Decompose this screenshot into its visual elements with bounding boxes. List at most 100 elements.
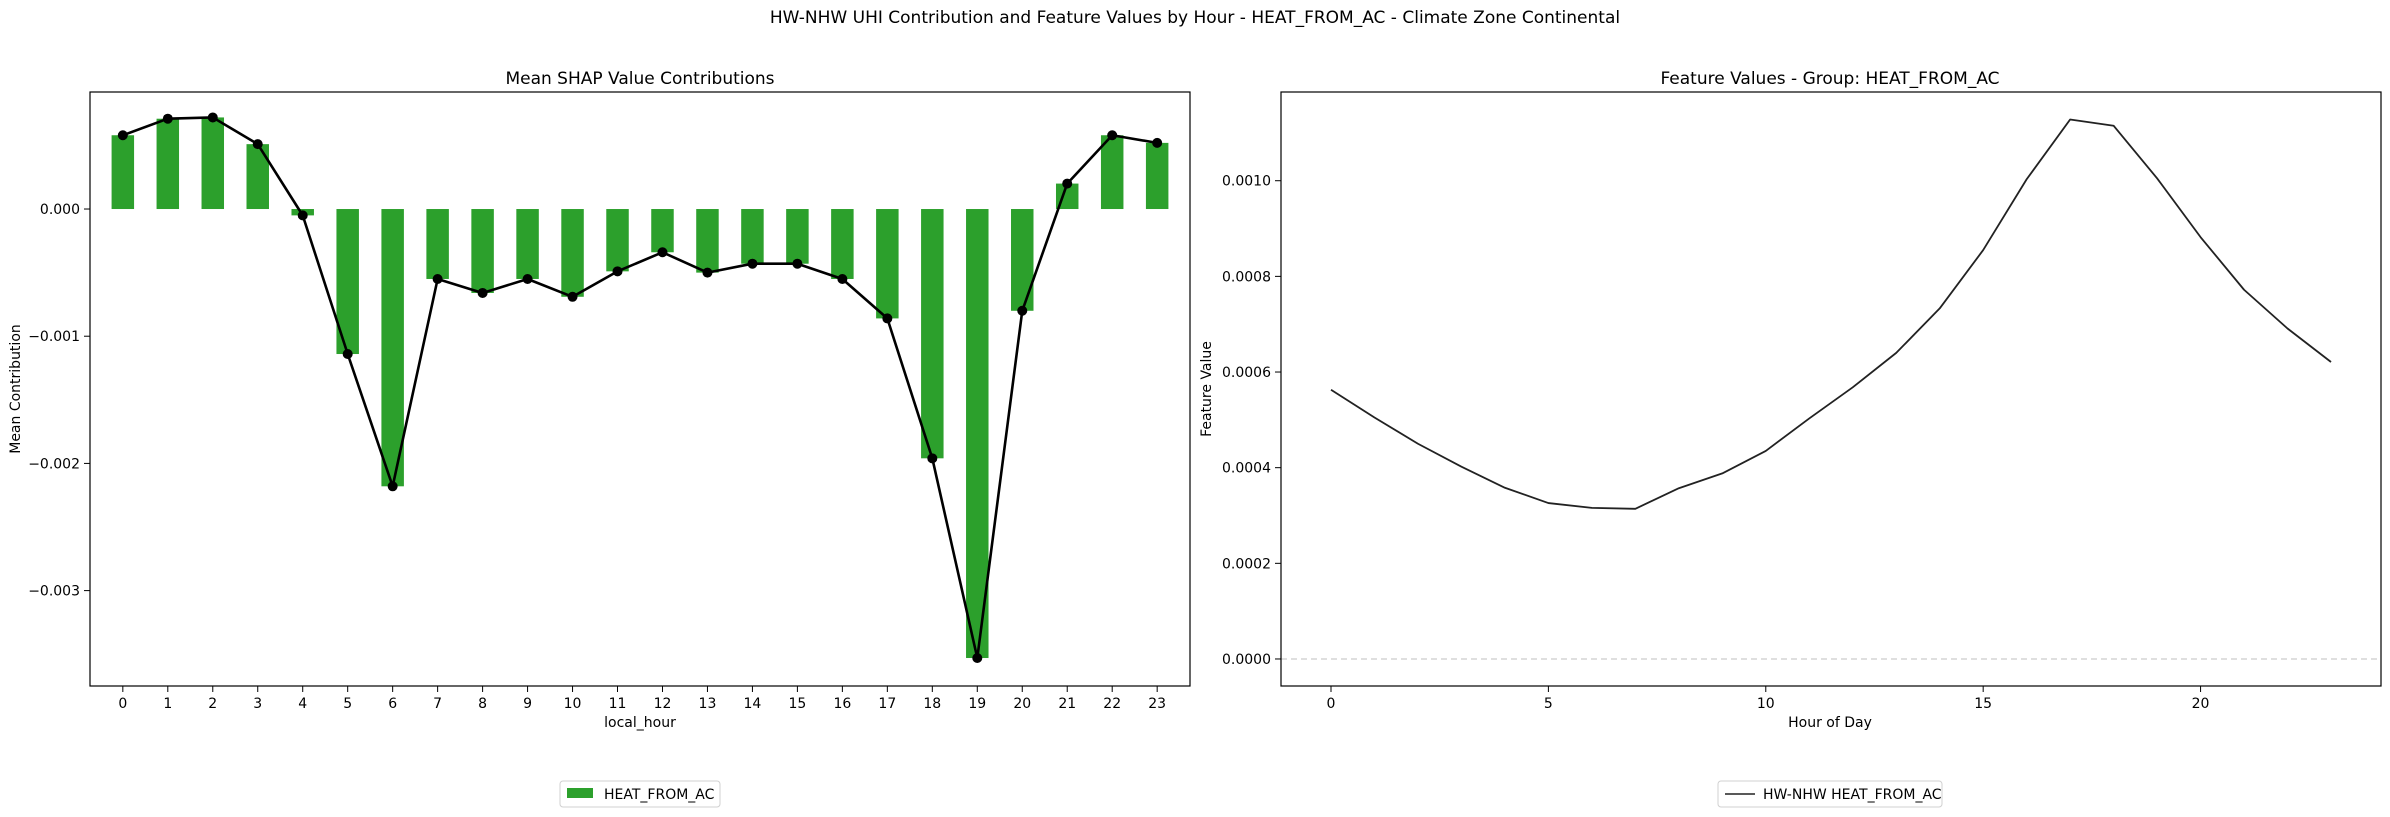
feature-legend-box (1717, 780, 1943, 808)
shap-x-tick-label: 17 (878, 696, 896, 712)
feature-y-axis-label: Feature Value (1199, 341, 1215, 437)
feature-x-tick-label: 5 (1544, 696, 1553, 712)
shap-point-hour-5 (342, 349, 353, 360)
shap-x-tick-label: 22 (1103, 696, 1121, 712)
shap-x-tick-label: 4 (298, 696, 307, 712)
shap-point-hour-21 (1062, 178, 1073, 189)
shap-x-tick-label: 8 (478, 696, 487, 712)
shap-legend-label: HEAT_FROM_AC (604, 787, 715, 803)
shap-bar-hour-0 (111, 135, 135, 210)
feature-x-axis-label: Hour of Day (1788, 715, 1872, 731)
shap-bar-hour-14 (741, 209, 764, 264)
shap-bar-hour-2 (201, 117, 225, 210)
shap-bar-hour-6 (381, 209, 404, 487)
shap-y-axis-label: Mean Contribution (8, 324, 24, 454)
shap-bar-hour-20 (1011, 209, 1034, 311)
feature-y-tick-label: 0.0004 (1222, 461, 1271, 477)
shap-x-tick-label: 0 (118, 696, 127, 712)
shap-x-tick-label: 2 (208, 696, 217, 712)
shap-x-tick-label: 20 (1013, 696, 1031, 712)
feature-y-tick-label: 0.0008 (1222, 269, 1271, 285)
shap-point-hour-22 (1107, 130, 1118, 141)
shap-point-hour-2 (207, 112, 218, 123)
shap-x-tick-label: 3 (253, 696, 262, 712)
feature-x-tick-label: 15 (1974, 696, 1992, 712)
shap-y-tick-label: −0.003 (28, 584, 80, 600)
shap-bar-hour-15 (786, 209, 809, 264)
shap-x-tick-label: 18 (923, 696, 941, 712)
shap-bar-hour-22 (1100, 135, 1124, 210)
shap-x-ticks: 0 1 2 3 4 5 6 7 8 9 10 11 12 13 14 15 16 17 18 19 20 21 22 23 (118, 686, 1166, 712)
shap-point-hour-11 (612, 266, 623, 277)
shap-x-tick-label: 15 (788, 696, 806, 712)
feature-legend: HW-NHW HEAT_FROM_AC (1717, 780, 1943, 808)
shap-bars (111, 117, 1169, 659)
shap-x-tick-label: 23 (1148, 696, 1166, 712)
shap-x-tick-label: 12 (654, 696, 672, 712)
feature-plot-frame (1280, 91, 2382, 687)
shap-x-tick-label: 13 (699, 696, 717, 712)
feature-legend-label: HW-NHW HEAT_FROM_AC (1763, 787, 1942, 803)
shap-legend-box (559, 780, 721, 808)
shap-point-hour-15 (792, 258, 803, 269)
shap-point-hour-23 (1152, 137, 1163, 148)
shap-y-ticks: 0.000 −0.001 −0.002 −0.003 (28, 202, 90, 600)
feature-y-tick-label: 0.0010 (1222, 174, 1271, 190)
feature-y-ticks: 0.0000 0.0002 0.0004 0.0006 0.0008 0.0010 (1222, 174, 1281, 668)
shap-point-hour-13 (702, 267, 713, 278)
shap-bar-hour-10 (561, 209, 584, 297)
shap-y-tick-label: −0.002 (28, 456, 80, 472)
shap-y-tick-label: 0.000 (40, 202, 80, 218)
feature-y-tick-label: 0.0002 (1222, 556, 1271, 572)
shap-bar-hour-11 (606, 209, 629, 272)
shap-x-tick-label: 6 (388, 696, 397, 712)
shap-mean-line (122, 116, 1158, 660)
shap-x-tick-label: 7 (433, 696, 442, 712)
shap-x-tick-label: 19 (968, 696, 986, 712)
shap-point-hour-0 (117, 130, 128, 141)
shap-plot-frame (89, 91, 1191, 687)
shap-point-hour-6 (387, 481, 398, 492)
shap-point-hour-19 (972, 653, 983, 664)
shap-bar-hour-5 (336, 209, 359, 355)
shap-chart-title: Mean SHAP Value Contributions (505, 69, 774, 89)
shap-x-tick-label: 14 (744, 696, 762, 712)
shap-point-hour-7 (432, 273, 443, 284)
shap-legend-swatch (567, 788, 593, 798)
shap-point-hour-1 (162, 113, 173, 124)
feature-panel: Feature Values - Group: HEAT_FROM_AC 0 5 1… (1199, 69, 2382, 808)
feature-y-tick-label: 0.0006 (1222, 365, 1271, 381)
shap-x-tick-label: 16 (833, 696, 851, 712)
shap-bar-hour-13 (696, 209, 719, 273)
feature-x-ticks: 0 5 10 15 20 (1327, 686, 2209, 712)
shap-point-hour-10 (567, 291, 578, 302)
shap-x-tick-label: 11 (609, 696, 627, 712)
shap-point-hour-4 (297, 210, 308, 221)
shap-point-hour-12 (657, 247, 668, 258)
shap-x-tick-label: 21 (1058, 696, 1076, 712)
shap-bar-hour-3 (246, 144, 269, 210)
shap-x-tick-label: 10 (564, 696, 582, 712)
shap-point-hour-18 (927, 453, 938, 464)
feature-x-tick-label: 10 (1757, 696, 1775, 712)
shap-point-hour-14 (747, 258, 758, 269)
shap-bar-hour-18 (921, 209, 944, 459)
shap-bar-hour-8 (471, 209, 494, 293)
shap-bar-hour-19 (966, 209, 989, 659)
shap-point-hour-3 (252, 139, 263, 150)
feature-value-line (1330, 118, 2332, 510)
shap-bar-hour-17 (876, 209, 899, 319)
shap-bar-hour-1 (156, 118, 180, 210)
shap-point-hour-9 (522, 273, 533, 284)
shap-point-hour-17 (882, 313, 893, 324)
shap-point-hour-16 (837, 273, 848, 284)
shap-point-hour-8 (477, 287, 488, 298)
shap-x-tick-label: 1 (163, 696, 172, 712)
feature-y-tick-label: 0.0000 (1222, 652, 1271, 668)
shap-x-axis-label: local_hour (604, 715, 676, 731)
shap-x-tick-label: 9 (523, 696, 532, 712)
feature-chart-title: Feature Values - Group: HEAT_FROM_AC (1660, 69, 1999, 89)
shap-point-hour-20 (1017, 305, 1028, 316)
